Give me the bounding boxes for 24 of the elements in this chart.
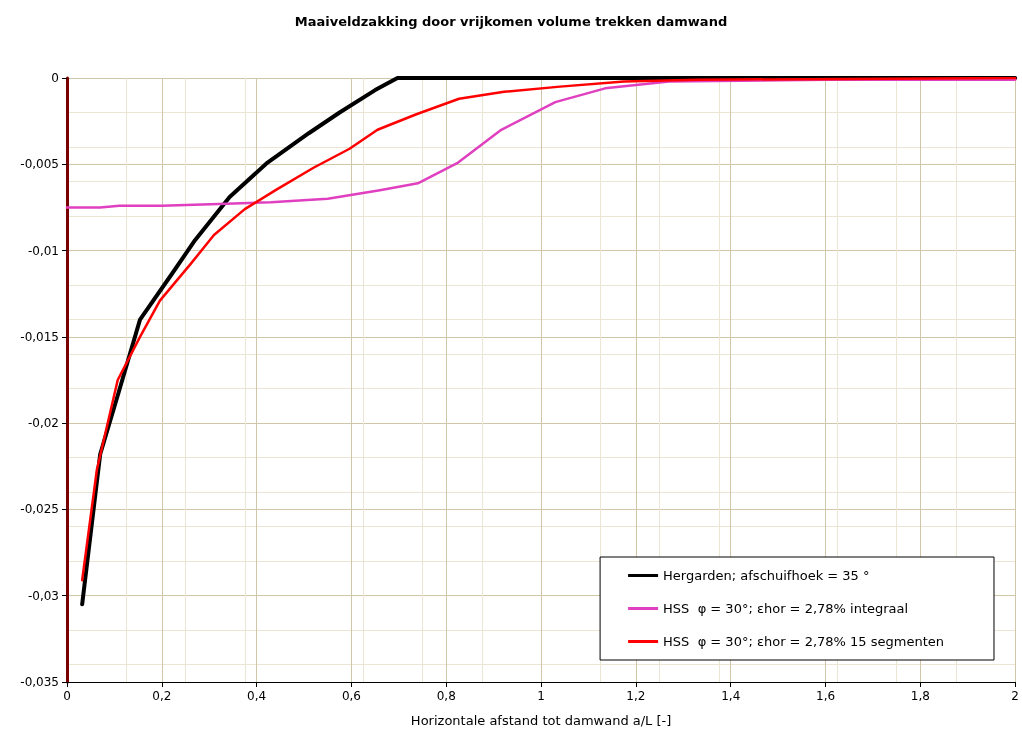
x-tick-label: 0,2 — [152, 689, 172, 703]
y-tick-label: -0,025 — [20, 502, 59, 517]
x-tick-label: 2 — [1011, 689, 1019, 703]
y-tick-label: -0,035 — [20, 675, 59, 689]
y-tick-label: -0,03 — [27, 588, 59, 603]
y-tick-label: -0,015 — [20, 329, 59, 344]
legend-label: HSS φ = 30°; εhor = 2,78% 15 segmenten — [663, 634, 945, 649]
x-tick-label: 1 — [537, 689, 545, 703]
y-tick-label: -0,02 — [27, 416, 59, 431]
x-tick-label: 0,6 — [341, 689, 361, 703]
legend-label: HSS φ = 30°; εhor = 2,78% integraal — [663, 601, 909, 616]
x-axis-title: Horizontale afstand tot damwand a/L [-] — [410, 713, 672, 728]
y-tick-label: -0,01 — [27, 243, 59, 258]
x-tick-label: 0,8 — [436, 689, 456, 703]
x-tick-label: 1,6 — [816, 689, 836, 703]
y-tick-label: 0 — [51, 71, 59, 85]
x-tick-label: 0 — [63, 689, 71, 703]
x-tick-label: 0,4 — [247, 689, 267, 703]
chart-title: Maaiveldzakking door vrijkomen volume trekken damwand — [294, 14, 728, 29]
x-tick-label: 1,8 — [910, 689, 930, 703]
y-tick-label: -0,005 — [20, 157, 59, 172]
x-tick-label: 1,2 — [626, 689, 646, 703]
legend-label: Hergarden; afschuifhoek = 35 ° — [663, 568, 870, 583]
x-tick-label: 1,4 — [721, 689, 741, 703]
